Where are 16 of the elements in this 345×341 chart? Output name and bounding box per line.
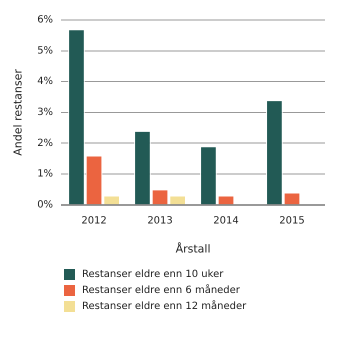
x-tick-label: 2015 [279,215,305,226]
y-tick-label: 1% [37,168,54,180]
y-tick-label: 6% [37,14,54,26]
legend-label: Restanser eldre enn 6 måneder [82,284,240,296]
y-tick-label: 3% [37,106,54,118]
y-tick-label: 0% [37,199,54,210]
x-tick-label: 2014 [213,215,239,226]
y-axis-title: Andel restanser [11,68,24,156]
x-axis-title: Årstall [176,241,211,256]
x-tick-label: 2012 [81,215,107,226]
y-tick-label: 4% [37,76,54,88]
legend-label: Restanser eldre enn 10 uker [82,268,224,280]
x-tick-label: 2013 [147,215,173,226]
y-tick-label: 2% [37,138,54,149]
y-tick-label: 5% [37,45,54,56]
legend-label: Restanser eldre enn 12 måneder [82,300,246,312]
